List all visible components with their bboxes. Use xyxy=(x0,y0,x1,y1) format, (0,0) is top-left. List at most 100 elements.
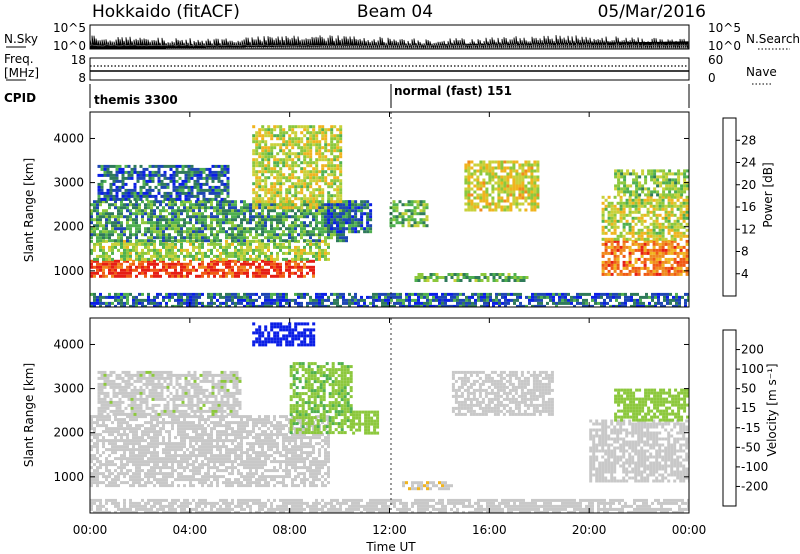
power-cell xyxy=(237,227,240,231)
power-cell xyxy=(616,266,620,270)
velocity-cell xyxy=(129,448,132,452)
power-cell xyxy=(486,298,489,302)
power-cell xyxy=(276,295,279,299)
power-cell xyxy=(679,216,683,220)
power-cell xyxy=(312,254,315,258)
power-cell xyxy=(294,236,297,240)
power-cell xyxy=(258,197,262,201)
power-cell xyxy=(682,204,686,208)
power-cell xyxy=(207,239,210,243)
power-cell xyxy=(315,167,319,171)
power-cell xyxy=(90,230,93,234)
power-cell xyxy=(486,295,489,299)
power-cell xyxy=(126,203,129,207)
power-cell xyxy=(670,228,674,232)
power-cell xyxy=(195,295,198,299)
power-cell xyxy=(141,259,144,263)
power-cell xyxy=(604,219,608,223)
power-cell xyxy=(309,251,312,255)
power-cell xyxy=(252,203,256,207)
power-cell xyxy=(108,203,111,207)
power-cell xyxy=(324,134,328,138)
power-cell xyxy=(306,257,309,261)
power-cell xyxy=(261,224,264,228)
power-cell xyxy=(187,170,191,174)
power-cell xyxy=(273,158,277,162)
power-cell xyxy=(324,149,328,153)
power-cell xyxy=(100,185,104,189)
power-cell xyxy=(96,239,99,243)
power-cell xyxy=(154,185,158,189)
power-cell xyxy=(360,218,364,222)
power-cell xyxy=(622,254,626,258)
power-cell xyxy=(321,167,325,171)
power-cell xyxy=(351,295,354,299)
power-cell xyxy=(309,233,312,237)
freq-label: Freq. xyxy=(4,52,34,66)
power-cell xyxy=(282,131,286,135)
power-cell xyxy=(222,301,225,305)
power-cell xyxy=(620,172,624,176)
velocity-cell xyxy=(105,424,108,428)
power-cell xyxy=(652,210,656,214)
power-cell xyxy=(291,182,295,186)
power-cell xyxy=(90,218,93,222)
power-cell xyxy=(594,301,597,305)
power-cell xyxy=(177,224,180,228)
power-cell xyxy=(471,295,474,299)
power-cell xyxy=(303,265,306,269)
power-cell xyxy=(655,213,659,217)
power-cell xyxy=(303,146,307,150)
power-cell xyxy=(178,191,182,195)
power-cell xyxy=(315,179,319,183)
power-cell xyxy=(549,295,552,299)
power-cell xyxy=(655,239,659,243)
power-cell xyxy=(102,224,105,228)
power-cell xyxy=(300,233,303,237)
power-cell xyxy=(613,216,617,220)
power-cell xyxy=(609,298,612,302)
power-cell xyxy=(684,304,687,307)
power-cell xyxy=(114,271,117,275)
power-cell xyxy=(607,251,611,255)
velocity-cell xyxy=(120,418,123,422)
power-cell xyxy=(453,298,456,302)
velocity-cell xyxy=(117,439,120,443)
power-cell xyxy=(99,295,102,299)
power-cell xyxy=(126,259,129,263)
power-cell xyxy=(312,271,315,275)
power-cell xyxy=(282,176,286,180)
power-cell xyxy=(288,197,292,201)
power-cell xyxy=(174,257,177,261)
power-cell xyxy=(312,265,315,269)
power-cell xyxy=(126,274,129,278)
power-cell xyxy=(100,167,104,171)
power-cell xyxy=(264,236,267,240)
power-cell xyxy=(291,137,295,141)
power-cell xyxy=(162,265,165,269)
power-cell xyxy=(270,197,274,201)
power-cell xyxy=(501,301,504,305)
power-cell xyxy=(204,227,207,231)
power-cell xyxy=(255,292,258,296)
power-cell xyxy=(485,205,489,209)
power-cell xyxy=(447,273,451,276)
power-cell xyxy=(631,198,635,202)
power-cell xyxy=(255,206,259,210)
velocity-cell xyxy=(99,481,102,485)
power-cell xyxy=(300,125,304,129)
velocity-cell xyxy=(90,415,93,419)
power-cell xyxy=(196,185,200,189)
power-cell xyxy=(528,295,531,299)
power-cell xyxy=(130,188,134,192)
power-cell xyxy=(339,152,343,156)
power-cell xyxy=(682,269,686,273)
power-cell xyxy=(267,230,270,234)
velocity-cell xyxy=(132,415,135,419)
velocity-cell xyxy=(96,433,99,437)
power-cell xyxy=(114,259,117,263)
power-cell xyxy=(294,262,297,266)
power-cell xyxy=(153,200,156,204)
power-cell xyxy=(243,304,246,307)
power-cell xyxy=(261,233,264,237)
